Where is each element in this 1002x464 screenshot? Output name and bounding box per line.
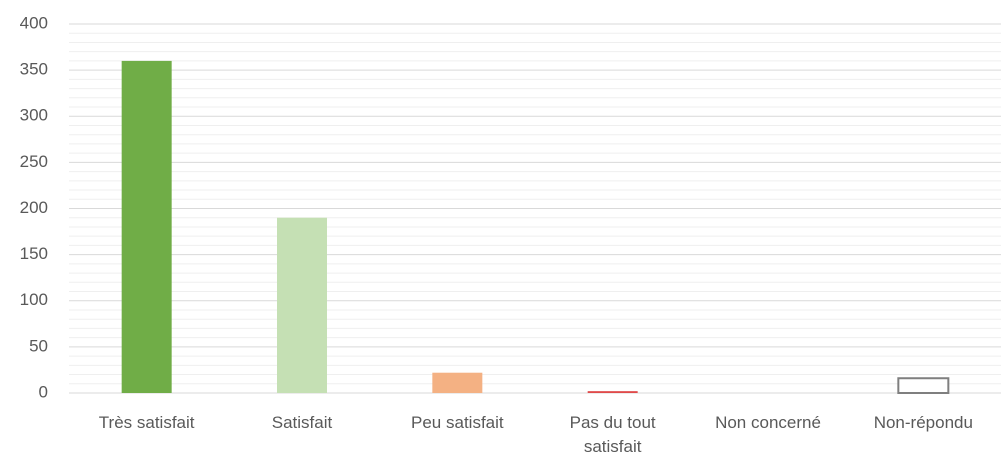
x-tick-label: Non-répondu bbox=[873, 413, 973, 432]
y-tick-label: 150 bbox=[20, 244, 48, 263]
y-tick-label: 0 bbox=[39, 382, 48, 401]
x-tick-label: Très satisfait bbox=[98, 413, 195, 432]
y-tick-label: 250 bbox=[20, 152, 48, 171]
y-tick-label: 300 bbox=[20, 106, 48, 125]
bar bbox=[121, 60, 172, 394]
bar bbox=[432, 372, 483, 393]
y-tick-label: 200 bbox=[20, 198, 48, 217]
x-tick-label: Non concerné bbox=[715, 413, 821, 432]
y-tick-label: 350 bbox=[20, 60, 48, 79]
y-tick-label: 50 bbox=[29, 336, 48, 355]
bar bbox=[587, 391, 638, 393]
x-tick-label: Peu satisfait bbox=[411, 413, 504, 432]
bar bbox=[277, 217, 327, 393]
bar bbox=[897, 377, 950, 394]
y-tick-label: 400 bbox=[20, 13, 48, 32]
y-tick-label: 100 bbox=[20, 290, 48, 309]
x-tick-label: Satisfait bbox=[271, 413, 333, 432]
x-tick-label: Pas du tout satisfait bbox=[569, 413, 656, 456]
